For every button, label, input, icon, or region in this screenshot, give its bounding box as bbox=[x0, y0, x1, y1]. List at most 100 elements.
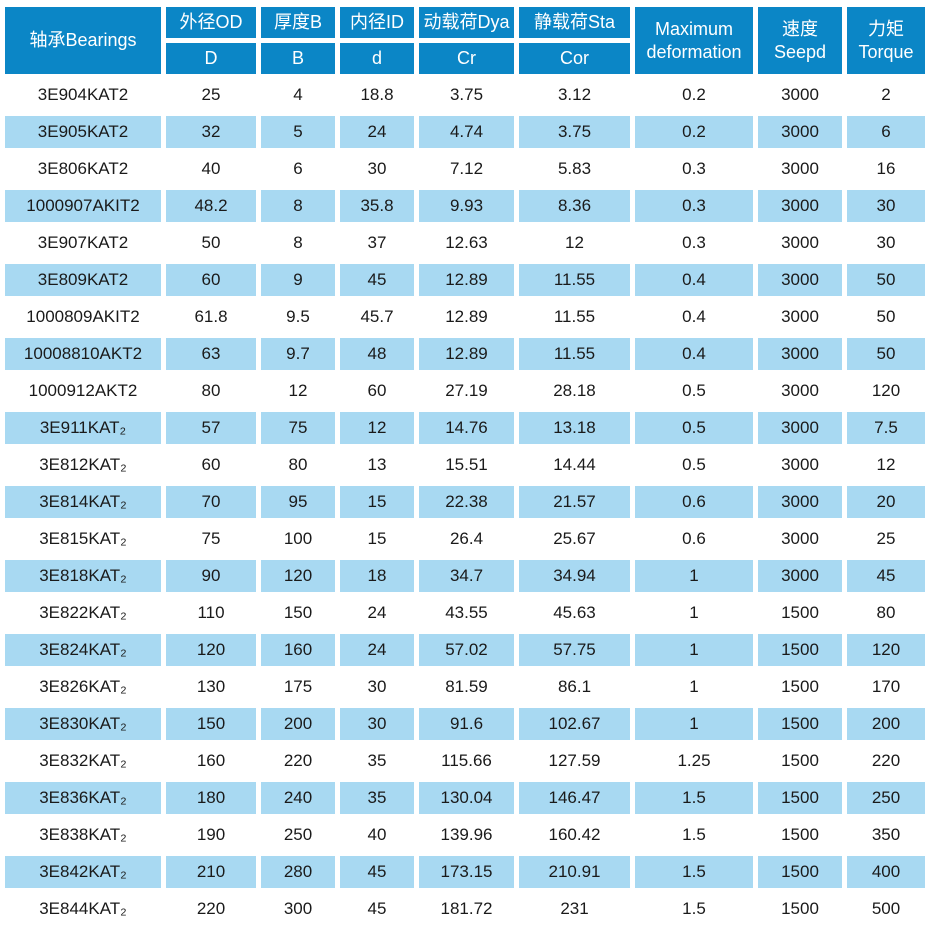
value-cell: 25 bbox=[876, 529, 896, 548]
value-cell: 1 bbox=[689, 603, 699, 622]
value-cell: 160 bbox=[261, 634, 335, 666]
value-cell: 1 bbox=[635, 634, 753, 666]
value-cell: 1.5 bbox=[635, 856, 753, 888]
value-cell: 27.19 bbox=[445, 381, 488, 400]
value-cell: 3000 bbox=[781, 529, 819, 548]
value-cell: 86.1 bbox=[557, 677, 592, 696]
value-cell: 90 bbox=[166, 560, 256, 592]
value-cell: 75 bbox=[261, 412, 335, 444]
value-cell: 11.55 bbox=[519, 338, 630, 370]
value-cell: 28.18 bbox=[553, 381, 596, 400]
table-header: 轴承Bearings 外径OD 厚度B 内径ID 动载荷Dya 静载荷Sta M… bbox=[5, 7, 925, 74]
table-row: 3E818KAT₂ 90 120 18 34.7 34.94 1 3000 45 bbox=[5, 560, 925, 592]
value-cell: 16 bbox=[876, 159, 896, 178]
bearing-model-cell: 3E911KAT₂ bbox=[5, 412, 161, 444]
value-cell: 45 bbox=[340, 856, 414, 888]
value-cell: 15 bbox=[367, 529, 387, 548]
value-cell: 63 bbox=[166, 338, 256, 370]
value-cell: 100 bbox=[283, 529, 313, 548]
value-cell: 6 bbox=[293, 159, 303, 178]
value-cell: 57 bbox=[166, 412, 256, 444]
header-torque-line1: 力矩 bbox=[868, 19, 904, 39]
table-row: 3E905KAT2 32 5 24 4.74 3.75 0.2 3000 6 bbox=[5, 116, 925, 148]
value-cell: 200 bbox=[261, 708, 335, 740]
value-cell: 3.12 bbox=[557, 85, 592, 104]
header-dynamic-load: 动载荷Dya bbox=[419, 7, 514, 38]
header-sub-Cr: Cr bbox=[419, 43, 514, 74]
value-cell: 30 bbox=[367, 677, 387, 696]
value-cell: 4.74 bbox=[419, 116, 514, 148]
value-cell: 57.02 bbox=[419, 634, 514, 666]
value-cell: 150 bbox=[166, 708, 256, 740]
value-cell: 181.72 bbox=[440, 899, 493, 918]
value-cell: 50 bbox=[876, 307, 896, 326]
value-cell: 173.15 bbox=[419, 856, 514, 888]
value-cell: 2 bbox=[881, 85, 891, 104]
table-row: 3E838KAT₂ 190 250 40 139.96 160.42 1.5 1500 350 bbox=[5, 819, 925, 851]
value-cell: 9.7 bbox=[261, 338, 335, 370]
table-row: 3E911KAT₂ 57 75 12 14.76 13.18 0.5 3000 7.5 bbox=[5, 412, 925, 444]
value-cell: 32 bbox=[166, 116, 256, 148]
value-cell: 45.7 bbox=[360, 307, 394, 326]
value-cell: 350 bbox=[871, 825, 901, 844]
value-cell: 20 bbox=[847, 486, 925, 518]
value-cell: 220 bbox=[871, 751, 901, 770]
value-cell: 8 bbox=[261, 190, 335, 222]
value-cell: 37 bbox=[367, 233, 387, 252]
header-sub-D: D bbox=[166, 43, 256, 74]
value-cell: 48.2 bbox=[166, 190, 256, 222]
header-torque-line2: Torque bbox=[858, 41, 914, 62]
value-cell: 13.18 bbox=[519, 412, 630, 444]
header-max-deformation: Maximum deformation bbox=[635, 7, 753, 74]
value-cell: 3000 bbox=[758, 264, 842, 296]
value-cell: 210.91 bbox=[519, 856, 630, 888]
bearing-model-cell: 3E832KAT₂ bbox=[39, 751, 127, 770]
value-cell: 120 bbox=[871, 381, 901, 400]
value-cell: 12.89 bbox=[445, 307, 488, 326]
value-cell: 231 bbox=[560, 899, 589, 918]
value-cell: 57.75 bbox=[519, 634, 630, 666]
value-cell: 5 bbox=[261, 116, 335, 148]
value-cell: 7.5 bbox=[847, 412, 925, 444]
value-cell: 40 bbox=[367, 825, 387, 844]
value-cell: 3000 bbox=[758, 116, 842, 148]
header-outer-diameter: 外径OD bbox=[166, 7, 256, 38]
value-cell: 0.4 bbox=[635, 264, 753, 296]
value-cell: 0.3 bbox=[682, 159, 706, 178]
header-sub-Cor: Cor bbox=[519, 43, 630, 74]
header-sub-d: d bbox=[340, 43, 414, 74]
value-cell: 3000 bbox=[758, 190, 842, 222]
value-cell: 1.5 bbox=[635, 782, 753, 814]
value-cell: 15 bbox=[340, 486, 414, 518]
table-row: 3E836KAT₂ 180 240 35 130.04 146.47 1.5 1500 250 bbox=[5, 782, 925, 814]
table-row: 3E806KAT2 40 6 30 7.12 5.83 0.3 3000 16 bbox=[5, 153, 925, 185]
value-cell: 0.2 bbox=[635, 116, 753, 148]
value-cell: 12.89 bbox=[419, 338, 514, 370]
table-row: 3E842KAT₂ 210 280 45 173.15 210.91 1.5 1500 400 bbox=[5, 856, 925, 888]
value-cell: 250 bbox=[847, 782, 925, 814]
value-cell: 240 bbox=[261, 782, 335, 814]
bearing-model-cell: 3E809KAT2 bbox=[5, 264, 161, 296]
header-torque: 力矩 Torque bbox=[847, 7, 925, 74]
value-cell: 45 bbox=[340, 264, 414, 296]
value-cell: 1500 bbox=[758, 856, 842, 888]
value-cell: 160 bbox=[196, 751, 226, 770]
value-cell: 80 bbox=[876, 603, 896, 622]
value-cell: 0.3 bbox=[635, 190, 753, 222]
value-cell: 0.4 bbox=[635, 338, 753, 370]
value-cell: 35 bbox=[340, 782, 414, 814]
value-cell: 146.47 bbox=[519, 782, 630, 814]
value-cell: 9.93 bbox=[419, 190, 514, 222]
value-cell: 12.63 bbox=[445, 233, 488, 252]
value-cell: 0.3 bbox=[682, 233, 706, 252]
bearing-model-cell: 3E905KAT2 bbox=[5, 116, 161, 148]
value-cell: 0.4 bbox=[682, 307, 706, 326]
value-cell: 115.66 bbox=[441, 751, 492, 770]
header-speed: 速度 Seepd bbox=[758, 7, 842, 74]
value-cell: 0.5 bbox=[682, 455, 706, 474]
table-row: 3E832KAT₂ 160 220 35 115.66 127.59 1.25 1500 220 bbox=[5, 745, 925, 777]
value-cell: 75 bbox=[201, 529, 221, 548]
value-cell: 21.57 bbox=[519, 486, 630, 518]
value-cell: 22.38 bbox=[419, 486, 514, 518]
value-cell: 1500 bbox=[781, 603, 819, 622]
